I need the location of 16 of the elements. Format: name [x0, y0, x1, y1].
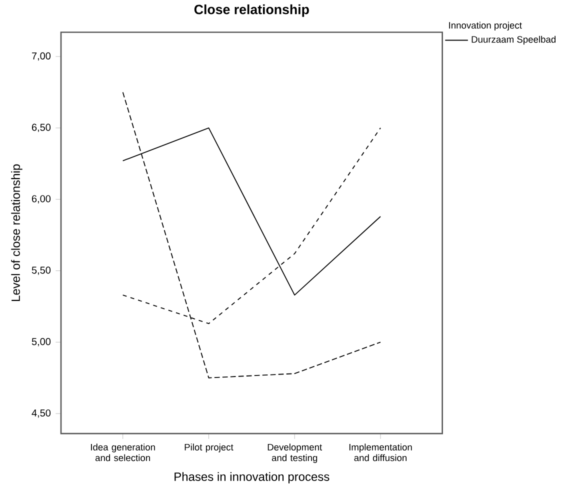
x-tick-label: Idea generation and selection	[91, 444, 155, 462]
y-tick-label: 5,00	[32, 338, 51, 346]
legend-label: Duurzaam Speelbad	[472, 36, 556, 45]
x-axis-title: Phases in innovation process	[174, 472, 330, 484]
chart-title: Close relationship	[194, 4, 309, 17]
line-series	[122, 92, 381, 378]
y-tick-label: 6,50	[32, 124, 51, 132]
y-tick-label: 4,50	[32, 410, 51, 418]
x-tick-label: Implementation and diffusion	[349, 444, 412, 462]
y-tick-label: 6,00	[32, 195, 51, 204]
y-tick-label: 7,00	[32, 52, 51, 61]
x-tick-label: Pilot project	[184, 444, 234, 452]
y-axis-title: Level of close relationship	[11, 164, 22, 302]
y-tick-label: 5,50	[32, 266, 51, 275]
legend-title: Innovation project	[449, 22, 522, 31]
x-tick-label: Development and testing	[268, 444, 322, 464]
